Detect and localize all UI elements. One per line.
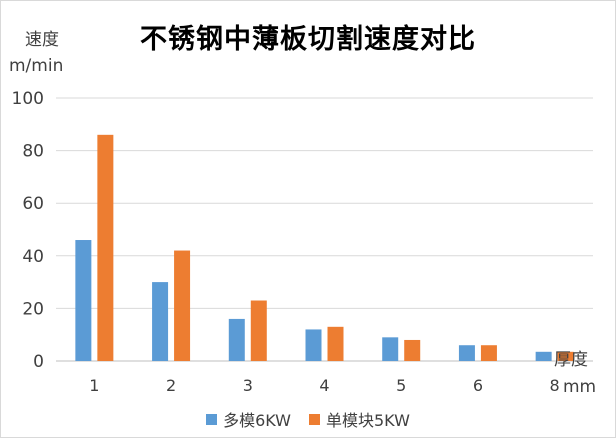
bar-series-1-cat-6 [458, 345, 475, 361]
y-tick-label: 60 [22, 194, 44, 214]
legend-swatch-series-2 [309, 413, 320, 425]
y-tick-label: 100 [12, 89, 44, 109]
legend-label-series-1: 多模6KW [223, 411, 291, 430]
bar-series-1-cat-5 [382, 337, 399, 361]
y-axis-label: 速度 [25, 30, 59, 50]
bar-series-1-cat-4 [305, 329, 322, 361]
x-tick-label: 2 [166, 376, 176, 395]
x-tick-label: 8 [550, 376, 560, 395]
bar-series-2-cat-4 [327, 326, 344, 361]
bar-series-2-cat-6 [480, 345, 497, 361]
bar-series-2-cat-8 [557, 351, 574, 361]
y-tick-label: 0 [33, 352, 44, 372]
bar-series-1-cat-3 [228, 318, 245, 361]
x-tick-label: 5 [396, 376, 406, 395]
bar-series-2-cat-5 [404, 339, 421, 361]
legend-label-series-2: 单模块5KW [326, 411, 410, 430]
bar-series-2-cat-1 [97, 134, 114, 361]
chart-title: 不锈钢中薄板切割速度对比 [140, 24, 476, 55]
bar-series-2-cat-2 [174, 250, 191, 361]
y-tick-label: 20 [22, 299, 44, 319]
x-tick-label: 4 [319, 376, 329, 395]
legend: 多模6KW 单模块5KW [1, 407, 615, 431]
bar-series-1-cat-2 [152, 282, 169, 361]
x-axis-unit: mm [563, 377, 597, 397]
bar-series-1-cat-8 [535, 351, 552, 361]
x-tick-label: 6 [473, 376, 483, 395]
legend-item-series-2: 单模块5KW [309, 407, 410, 431]
bar-series-2-cat-3 [250, 300, 267, 361]
x-tick-label: 1 [89, 376, 99, 395]
x-tick-label: 3 [243, 376, 253, 395]
y-tick-label: 40 [22, 247, 44, 267]
y-axis-unit: m/min [9, 56, 64, 76]
legend-swatch-series-1 [206, 413, 218, 425]
legend-item-series-1: 多模6KW [206, 407, 291, 431]
bar-series-1-cat-1 [75, 240, 92, 361]
x-axis-label: 厚度 [554, 350, 588, 370]
y-tick-label: 80 [22, 142, 44, 162]
